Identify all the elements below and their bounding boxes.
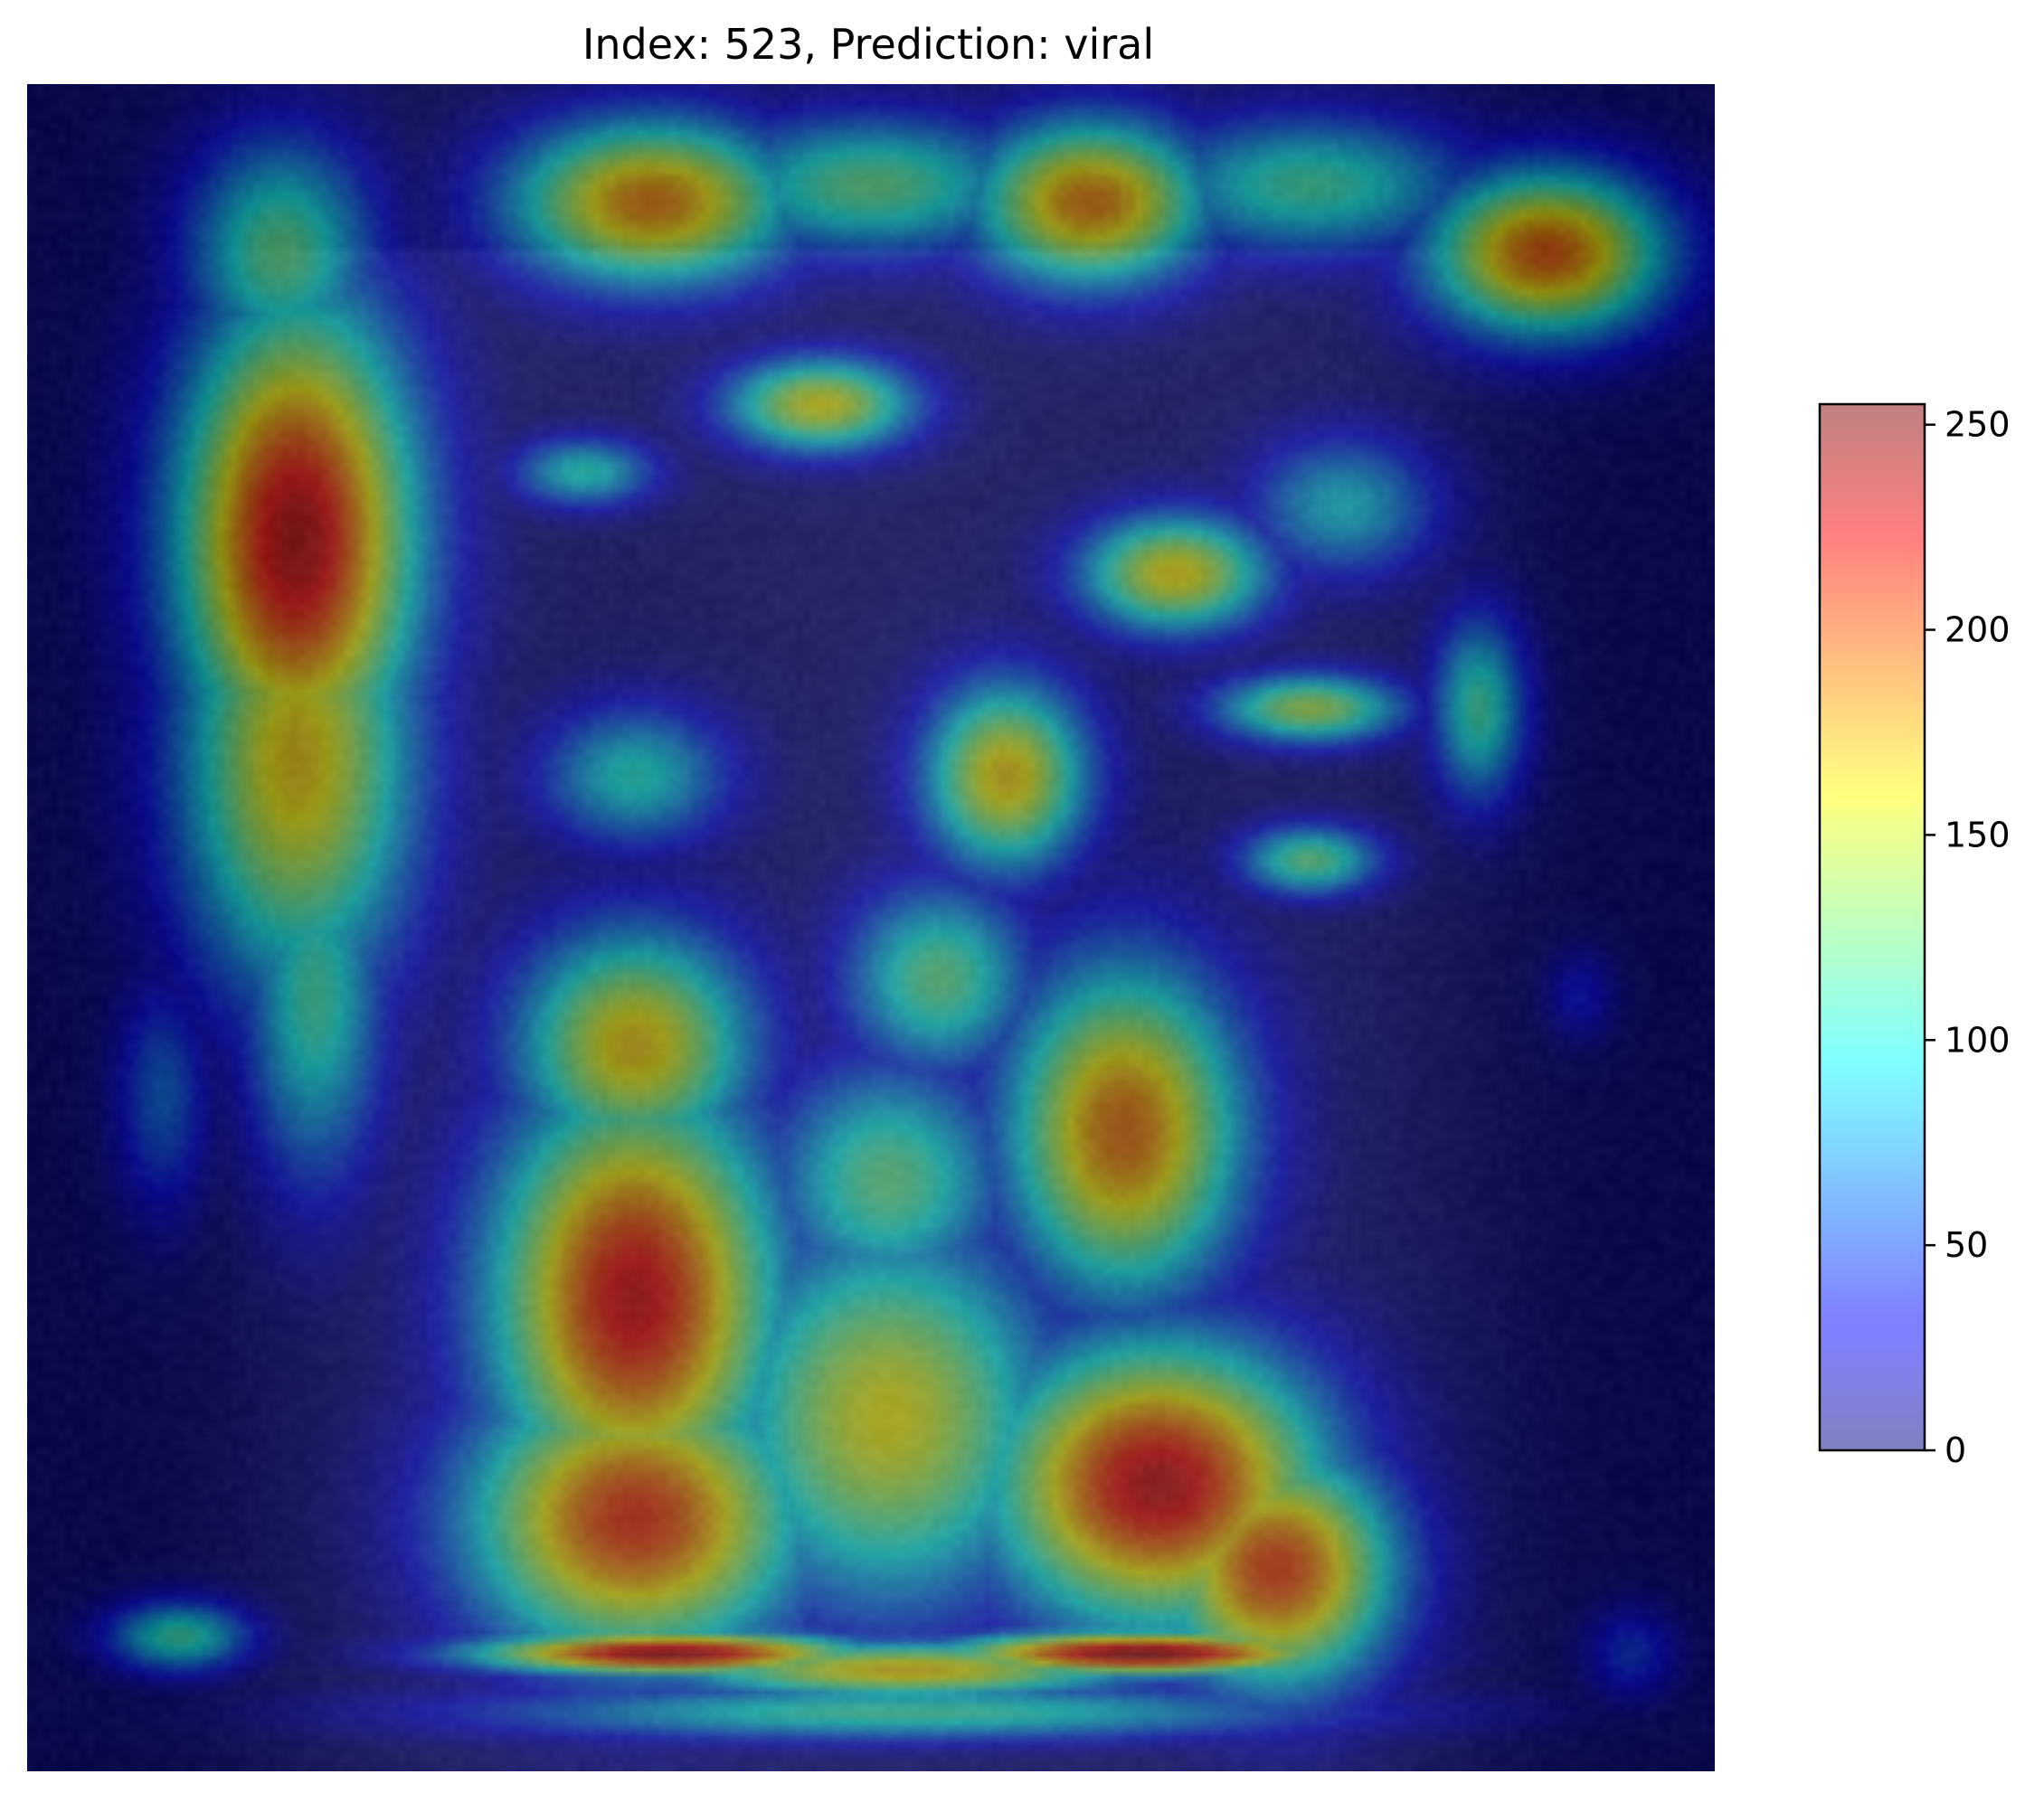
colorbar-tick-label: 250 [1945, 405, 2011, 445]
colorbar-tick-label: 200 [1945, 610, 2011, 650]
heatmap-overlay [27, 84, 1715, 1771]
heatmap-image [27, 84, 1715, 1771]
chart-title: Index: 523, Prediction: viral [582, 20, 1154, 69]
colorbar: 0 50 100 150 200 250 [1820, 404, 2011, 1470]
colorbar-tick-label: 150 [1945, 815, 2011, 854]
colorbar-tick-label: 50 [1945, 1225, 1988, 1265]
colorbar-tick-label: 100 [1945, 1020, 2011, 1060]
colorbar-gradient [1820, 404, 1925, 1450]
colorbar-tick-label: 0 [1945, 1430, 1966, 1470]
